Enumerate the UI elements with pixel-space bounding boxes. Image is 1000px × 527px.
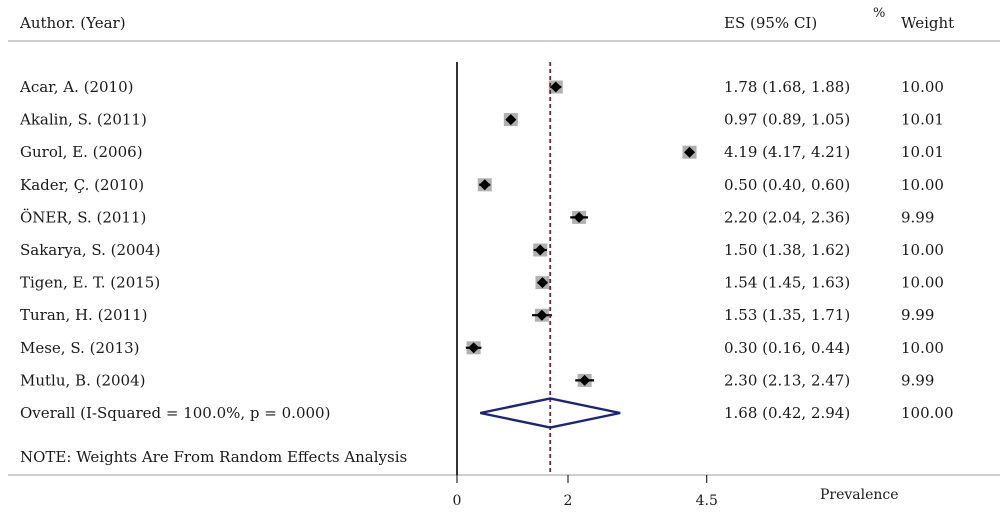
study-weight: 10.00 (901, 78, 944, 96)
study-point-estimate (479, 179, 491, 191)
study-ci-text: 1.50 (1.38, 1.62) (724, 241, 850, 259)
study-ci-text: 2.30 (2.13, 2.47) (724, 371, 850, 389)
study-label: Sakarya, S. (2004) (20, 241, 161, 259)
study-label: Mutlu, B. (2004) (20, 371, 145, 389)
study-ci-text: 1.54 (1.45, 1.63) (724, 274, 850, 292)
header-study: Author. (Year) (19, 14, 126, 32)
study-ci-text: 0.97 (0.89, 1.05) (724, 111, 850, 129)
study-point-estimate (573, 211, 585, 223)
study-label: Akalin, S. (2011) (19, 111, 147, 129)
study-weight: 10.01 (901, 111, 944, 129)
x-tick-label: 4.5 (696, 493, 718, 509)
study-weight: 10.00 (901, 339, 944, 357)
study-weight: 9.99 (901, 208, 934, 226)
overall-diamond (480, 397, 621, 429)
study-ci-text: 0.50 (0.40, 0.60) (724, 176, 850, 194)
study-weight: 10.00 (901, 176, 944, 194)
study-ci-text: 1.78 (1.68, 1.88) (724, 78, 850, 96)
study-weight: 9.99 (901, 306, 934, 324)
study-label: Gurol, E. (2006) (20, 143, 143, 161)
study-ci-text: 0.30 (0.16, 0.44) (724, 339, 850, 357)
header-es: ES (95% CI) (724, 14, 817, 32)
overall-weight: 100.00 (901, 404, 954, 422)
study-weight: 9.99 (901, 371, 934, 389)
study-label: ÖNER, S. (2011) (20, 208, 146, 226)
study-point-estimate (536, 277, 548, 289)
study-ci-text: 4.19 (4.17, 4.21) (724, 143, 850, 161)
study-ci-text: 1.53 (1.35, 1.71) (724, 306, 850, 324)
study-rows: Acar, A. (2010) 1.78 (1.68, 1.88) 10.00 Aka… (19, 78, 954, 422)
study-weight: 10.01 (901, 143, 944, 161)
study-point-estimate (536, 309, 548, 321)
study-label: Acar, A. (2010) (19, 78, 133, 96)
x-axis-ticks: 0 2 4.5 (453, 475, 718, 509)
x-tick-label: 2 (564, 493, 573, 509)
x-axis-label: Prevalence (820, 487, 899, 503)
overall-ci-text: 1.68 (0.42, 2.94) (724, 404, 850, 422)
study-label: Mese, S. (2013) (20, 339, 140, 357)
study-point-estimate (468, 342, 480, 354)
study-point-estimate (550, 81, 562, 93)
study-point-estimate (579, 374, 591, 386)
footnote: NOTE: Weights Are From Random Effects An… (20, 448, 407, 466)
plot-marks (465, 62, 697, 475)
header-weight: Weight (901, 14, 954, 32)
study-point-estimate (534, 244, 546, 256)
study-weight: 10.00 (901, 274, 944, 292)
study-label: Turan, H. (2011) (20, 306, 147, 324)
header-weight-pct: % (873, 6, 885, 21)
study-label: Tigen, E. T. (2015) (20, 274, 160, 292)
study-weight: 10.00 (901, 241, 944, 259)
x-tick-label: 0 (453, 493, 462, 509)
study-label: Kader, Ç. (2010) (20, 176, 144, 194)
overall-label: Overall (I-Squared = 100.0%, p = 0.000) (20, 404, 330, 422)
study-ci-text: 2.20 (2.04, 2.36) (724, 208, 850, 226)
study-point-estimate (505, 114, 517, 126)
study-point-estimate (684, 146, 696, 158)
